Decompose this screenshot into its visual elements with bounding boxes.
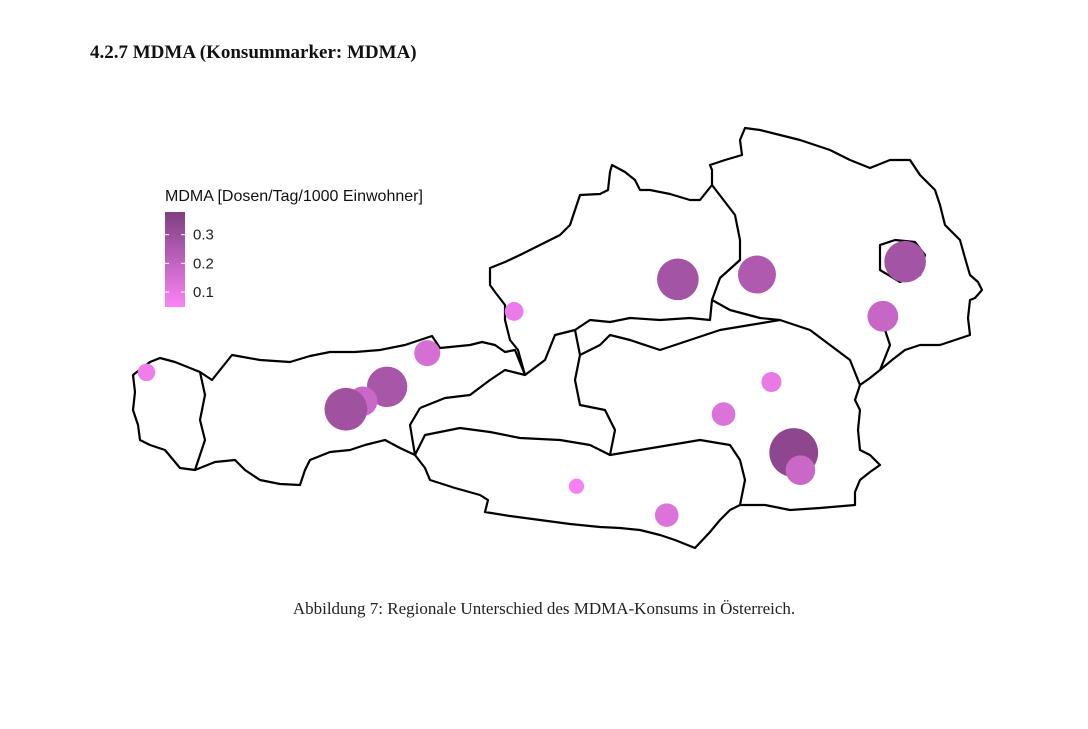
- bubble: [884, 240, 926, 283]
- bubble: [414, 340, 441, 367]
- state-border: [193, 371, 207, 471]
- state-border: [579, 318, 862, 386]
- bubble: [657, 258, 699, 301]
- figure-caption: Abbildung 7: Regionale Unterschied des M…: [292, 599, 796, 618]
- bubble: [504, 302, 524, 321]
- bubble: [366, 366, 408, 408]
- state-border: [408, 407, 421, 456]
- state-border: [414, 426, 747, 506]
- state-border: [878, 329, 892, 371]
- bubble: [137, 363, 156, 382]
- bubble: [867, 300, 899, 332]
- state-border: [711, 299, 781, 322]
- bubble: [654, 503, 679, 527]
- legend-title: MDMA [Dosen/Tag/1000 Einwohner]: [165, 188, 423, 205]
- legend: MDMA [Dosen/Tag/1000 Einwohner] 0.1 0.2 0.…: [165, 188, 423, 307]
- bubble: [568, 478, 585, 494]
- legend-tick-label: 0.1: [193, 284, 214, 301]
- state-border: [524, 328, 617, 456]
- bubble: [761, 372, 782, 392]
- section-heading: 4.2.7 MDMA (Konsummarker: MDMA): [90, 42, 417, 63]
- color-bar: [165, 212, 185, 307]
- bubble: [711, 402, 736, 426]
- bubble: [737, 255, 776, 294]
- legend-tick-label: 0.2: [193, 255, 214, 272]
- state-border: [574, 184, 742, 331]
- bubbles: [137, 240, 926, 527]
- country-border: [131, 126, 984, 550]
- bubble: [785, 455, 816, 486]
- legend-tick-label: 0.3: [193, 227, 214, 244]
- bubble: [324, 387, 368, 431]
- state-border: [419, 368, 526, 410]
- austria-outline: [131, 126, 984, 550]
